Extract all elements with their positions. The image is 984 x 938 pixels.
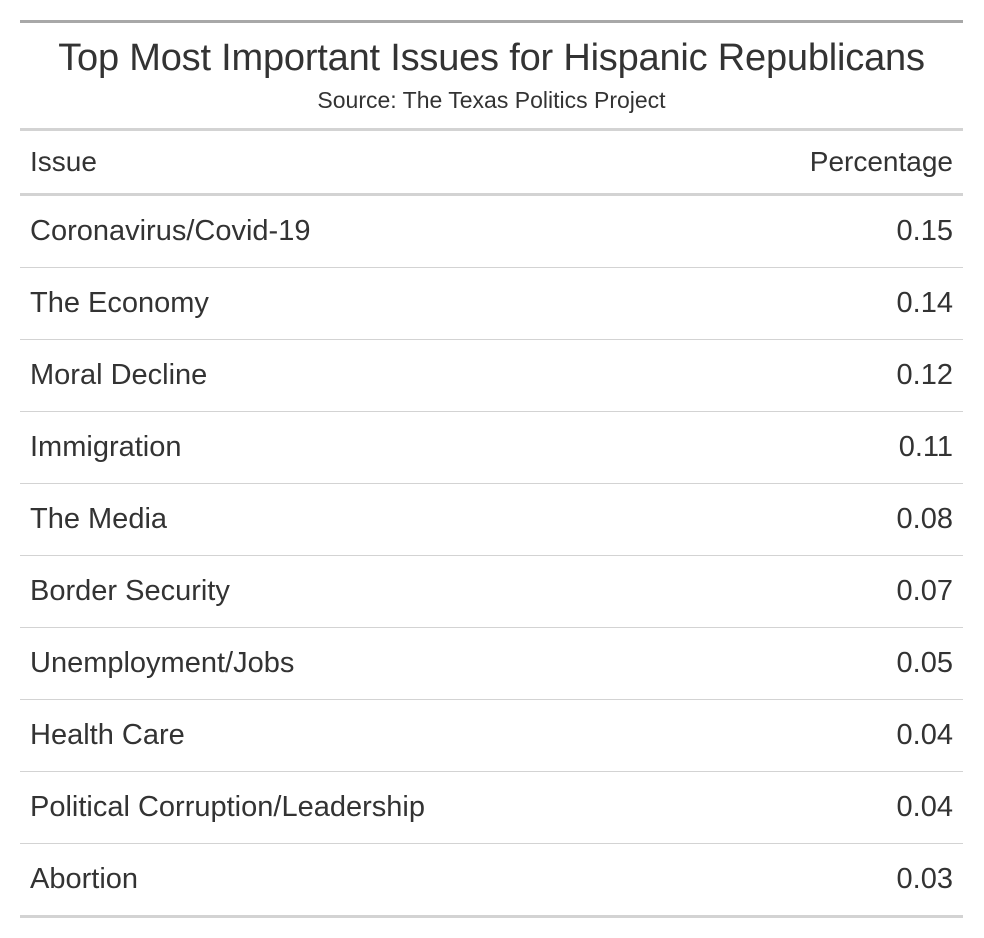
percentage-cell: 0.11 (898, 431, 953, 463)
table-row: Coronavirus/Covid-19 0.15 (20, 196, 963, 268)
percentage-cell: 0.15 (896, 215, 953, 247)
percentage-cell: 0.04 (896, 719, 953, 751)
table-row: Immigration 0.11 (20, 412, 963, 484)
table-row: The Media 0.08 (20, 484, 963, 556)
table-body: Coronavirus/Covid-19 0.15 The Economy 0.14 M… (20, 196, 963, 918)
table-heading: Top Most Important Issues for Hispanic R… (20, 23, 963, 131)
percentage-cell: 0.12 (896, 359, 953, 391)
table-row: Political Corruption/Leadership 0.04 (20, 772, 963, 844)
issue-cell: Immigration (30, 431, 182, 463)
column-header-issue: Issue (30, 146, 97, 177)
data-table: Top Most Important Issues for Hispanic R… (20, 20, 963, 918)
issue-cell: Border Security (30, 575, 230, 607)
percentage-cell: 0.03 (896, 863, 953, 895)
table-row: The Economy 0.14 (20, 268, 963, 340)
issue-cell: Political Corruption/Leadership (30, 791, 425, 823)
column-header-row: Issue Percentage (20, 131, 963, 196)
table-row: Unemployment/Jobs 0.05 (20, 628, 963, 700)
issue-cell: The Economy (30, 287, 209, 319)
percentage-cell: 0.05 (896, 647, 953, 679)
issue-cell: The Media (30, 503, 168, 535)
issue-cell: Abortion (30, 863, 139, 895)
issue-cell: Unemployment/Jobs (30, 647, 295, 679)
issue-cell: Coronavirus/Covid-19 (30, 215, 311, 247)
percentage-cell: 0.04 (896, 791, 953, 823)
table-row: Moral Decline 0.12 (20, 340, 963, 412)
table-subtitle: Source: The Texas Politics Project (317, 87, 666, 113)
table-row: Health Care 0.04 (20, 700, 963, 772)
issue-cell: Health Care (30, 719, 185, 751)
table-title: Top Most Important Issues for Hispanic R… (58, 37, 925, 79)
issue-cell: Moral Decline (30, 359, 208, 391)
percentage-cell: 0.08 (896, 503, 953, 535)
table-row: Abortion 0.03 (20, 844, 963, 918)
table-row: Border Security 0.07 (20, 556, 963, 628)
percentage-cell: 0.14 (896, 287, 953, 319)
percentage-cell: 0.07 (896, 575, 953, 607)
column-header-percentage: Percentage (809, 146, 953, 177)
